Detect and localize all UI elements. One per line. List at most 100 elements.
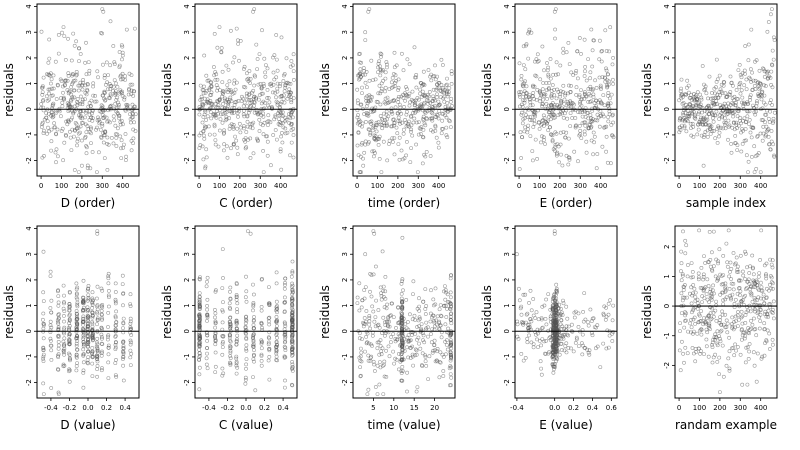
- data-point: [418, 87, 423, 92]
- data-point: [128, 355, 133, 360]
- data-point: [731, 111, 736, 116]
- data-point: [355, 301, 360, 306]
- data-point: [448, 125, 453, 130]
- data-point: [710, 128, 715, 133]
- data-point: [678, 368, 683, 373]
- data-point: [377, 83, 382, 88]
- data-point: [681, 229, 685, 234]
- data-point: [537, 338, 542, 343]
- data-point: [741, 269, 745, 274]
- data-point: [201, 129, 206, 134]
- data-point: [242, 64, 247, 69]
- data-point: [121, 316, 126, 321]
- data-point: [586, 87, 591, 91]
- data-point: [727, 286, 732, 291]
- data-point: [558, 142, 563, 147]
- data-point: [597, 124, 602, 129]
- x-tick-label: 15: [410, 404, 419, 412]
- y-tick-label: 0: [25, 329, 33, 333]
- data-point: [274, 281, 279, 286]
- data-point: [202, 53, 207, 58]
- data-point: [387, 138, 392, 143]
- data-point: [89, 141, 93, 146]
- x-tick-label: 400: [116, 182, 129, 190]
- data-point: [562, 102, 567, 106]
- x-tick-label: 400: [754, 182, 767, 190]
- data-point: [736, 68, 741, 73]
- data-point: [363, 349, 367, 354]
- data-point: [391, 72, 396, 76]
- data-point: [52, 125, 57, 130]
- data-point: [401, 68, 406, 73]
- data-point: [538, 359, 543, 364]
- data-point: [89, 131, 93, 136]
- data-point: [119, 146, 123, 151]
- data-point: [73, 78, 78, 83]
- data-point: [431, 87, 436, 92]
- data-point: [549, 89, 554, 93]
- data-point: [552, 105, 557, 109]
- data-point: [72, 168, 77, 172]
- data-point: [234, 371, 239, 376]
- data-point: [91, 81, 96, 86]
- data-point: [421, 69, 426, 74]
- data-point: [213, 350, 218, 355]
- data-point: [385, 95, 390, 100]
- data-point: [197, 291, 202, 296]
- data-point: [274, 95, 278, 100]
- data-point: [74, 122, 79, 127]
- data-point: [235, 145, 240, 150]
- data-point: [221, 148, 226, 153]
- data-point: [572, 149, 577, 154]
- data-point: [205, 114, 210, 119]
- data-point: [254, 42, 259, 47]
- data-point: [80, 138, 84, 143]
- data-point: [99, 308, 104, 313]
- data-point: [244, 346, 249, 351]
- data-point: [539, 343, 544, 348]
- data-point: [289, 121, 294, 126]
- data-point: [721, 302, 726, 307]
- data-point: [540, 134, 544, 139]
- data-point: [205, 307, 210, 312]
- data-point: [586, 57, 591, 62]
- data-point: [749, 67, 753, 72]
- data-point: [377, 59, 382, 64]
- data-point: [378, 73, 383, 78]
- data-point: [721, 83, 726, 88]
- data-point: [520, 110, 524, 115]
- data-point: [116, 126, 120, 131]
- data-point: [387, 354, 392, 359]
- x-tick-label: 0: [677, 182, 681, 190]
- data-point: [289, 110, 294, 114]
- data-point: [704, 337, 709, 342]
- data-point: [250, 126, 255, 131]
- data-point: [75, 126, 79, 131]
- data-point: [433, 123, 438, 128]
- data-point: [385, 158, 390, 163]
- data-point: [273, 128, 278, 132]
- data-point: [547, 86, 551, 91]
- data-point: [424, 149, 429, 154]
- data-point: [519, 156, 524, 160]
- data-point: [529, 308, 534, 313]
- data-point: [703, 261, 708, 265]
- x-tick-label: 0.0: [240, 404, 251, 412]
- data-point: [379, 52, 384, 57]
- data-point: [710, 345, 715, 350]
- data-point: [404, 297, 409, 302]
- data-point: [749, 27, 754, 32]
- plot-frame: [194, 3, 298, 177]
- data-point: [278, 82, 283, 86]
- data-point: [390, 136, 395, 141]
- data-point: [41, 317, 45, 322]
- data-point: [287, 115, 291, 120]
- y-tick-label: 4: [503, 4, 511, 9]
- data-point: [231, 123, 236, 127]
- data-point: [591, 152, 596, 157]
- data-point: [592, 134, 597, 139]
- data-point: [70, 95, 75, 100]
- data-point: [96, 115, 100, 120]
- y-tick-label: 1: [25, 81, 33, 85]
- data-point: [729, 81, 734, 86]
